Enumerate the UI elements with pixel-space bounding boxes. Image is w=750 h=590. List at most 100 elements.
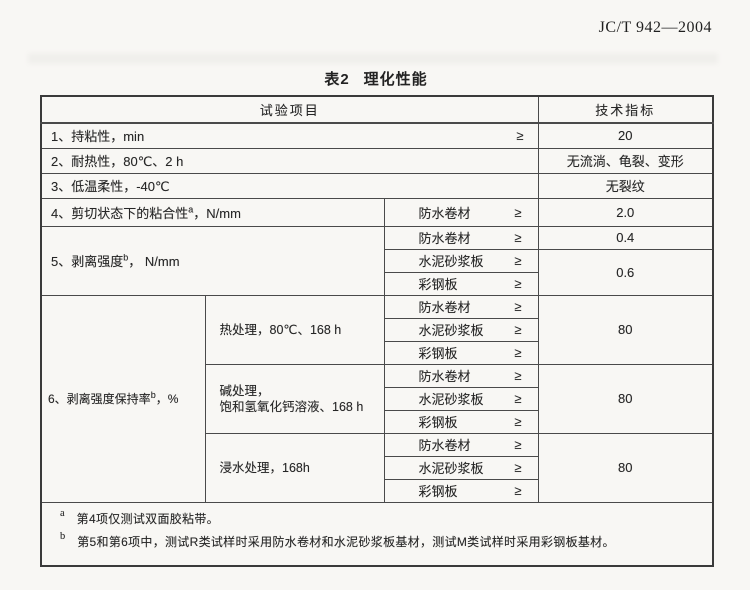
header-test-item-cell: 试验项目 [40,95,539,124]
substrate-cell: 水泥砂浆板 ≥ [383,248,539,273]
substrate-label: 水泥砂浆板 [418,323,484,338]
ge-symbol: ≥ [514,391,522,406]
item1-value-cell: 20 [537,122,714,149]
item4-label-post: ，N/mm [193,205,241,221]
table-row: 碱处理， 饱和氢氧化钙溶液、168 h 防水卷材 ≥ 80 [41,363,714,434]
footnote-ref-b: b [150,390,156,400]
condition-line: 碱处理， [219,383,270,398]
item1-label-cell: 1、持粘性，min ≥ [40,122,539,149]
item2-label-cell: 2、耐热性，80℃、2 h [40,147,539,174]
condition-line: 热处理，80℃、168 h [219,322,342,337]
item1-label: 1、持粘性，min [51,129,145,145]
ge-symbol: ≥ [514,299,522,314]
table-row: 6、剥离强度保持率b，% 热处理，80℃、168 h 防水卷材 ≥ 80 [40,294,714,503]
condition-cell-water: 浸水处理，168h [204,432,385,503]
table-title-prefix: 表2 [324,71,350,88]
footnote-ref-b: b [123,252,129,263]
footnote-a-mark: a [60,507,65,519]
footnote-b: b 第5和第6项中，测试R类试样时采用防水卷材和水泥砂浆板基材，测试M类试样时采… [60,530,702,550]
item5-value-cell: 0.4 [537,225,714,250]
item4-label-pre: 4、剪切状态下的粘合性 [51,205,189,221]
item5-label-post: ， N/mm [128,254,180,269]
item4-label-cell: 4、剪切状态下的粘合性a，N/mm [40,197,385,227]
ge-symbol: ≥ [514,253,522,268]
substrate-cell: 水泥砂浆板 ≥ [383,455,539,480]
table-row: 4、剪切状态下的粘合性a，N/mm 防水卷材 ≥ 2.0 [40,197,714,227]
table-row: 水泥砂浆板 ≥ [41,317,713,342]
substrate-label: 彩钢板 [418,277,458,292]
item5-value-cell: 0.6 [537,248,714,296]
item2-value-cell: 无流淌、龟裂、变形 [537,147,714,174]
ge-symbol: ≥ [514,345,522,360]
ge-symbol: ≥ [514,204,522,220]
substrate-cell: 水泥砂浆板 ≥ [383,317,539,342]
condition-line: 浸水处理，168h [219,460,310,475]
scan-artifact [28,53,718,64]
footnote-b-text: 第5和第6项中，测试R类试样时采用防水卷材和水泥砂浆板基材，测试M类试样时采用彩… [77,534,615,549]
item6-value-cell: 80 [537,363,714,434]
substrate-cell: 防水卷材 ≥ [383,363,539,388]
substrate-label: 水泥砂浆板 [418,254,484,269]
substrate-label: 防水卷材 [418,300,471,315]
ge-symbol: ≥ [514,414,522,429]
substrate-cell: 水泥砂浆板 ≥ [383,386,539,411]
table-title-text: 理化性能 [363,71,428,88]
table-row: 浸水处理，168h 防水卷材 ≥ 80 [41,432,714,503]
footnotes-cell: a 第4项仅测试双面胶粘带。 b 第5和第6项中，测试R类试样时采用防水卷材和水… [40,501,714,567]
substrate-cell: 防水卷材 ≥ [383,432,539,457]
ge-symbol: ≥ [514,483,522,498]
table-row: 1、持粘性，min ≥ 20 [40,122,714,149]
table-header-row: 试验项目 技术指标 [40,95,714,124]
substrate-label: 水泥砂浆板 [418,461,484,476]
substrate-label: 防水卷材 [418,205,471,221]
substrate-label: 防水卷材 [418,438,471,453]
table-title: 表2 理化性能 [40,68,712,89]
item4-value-cell: 2.0 [537,197,714,227]
item3-label-cell: 3、低温柔性，-40℃ [40,172,539,199]
item6-label-pre: 6、剥离强度保持率 [48,392,151,406]
footnote-a-text: 第4项仅测试双面胶粘带。 [76,511,219,526]
properties-table: 试验项目 技术指标 1、持粘性，min ≥ 20 2、耐热性，80℃、2 h 无… [40,95,715,567]
substrate-label: 水泥砂浆板 [418,392,484,407]
ge-symbol: ≥ [516,128,524,144]
substrate-cell: 防水卷材 ≥ [383,225,539,250]
item6-value-cell: 80 [537,294,714,365]
ge-symbol: ≥ [514,368,522,383]
ge-symbol: ≥ [514,437,522,452]
table-row: 水泥砂浆板 ≥ 0.6 [41,248,714,296]
condition-line: 饱和氢氧化钙溶液、168 h [219,399,364,414]
substrate-cell: 彩钢板 ≥ [383,409,539,434]
ge-symbol: ≥ [514,230,522,245]
table-row: 彩钢板 ≥ [41,340,713,365]
substrate-cell: 彩钢板 ≥ [383,271,539,296]
standard-number: JC/T 942—2004 [598,19,712,36]
ge-symbol: ≥ [514,460,522,475]
substrate-cell: 防水卷材 ≥ [383,294,539,319]
substrate-label: 彩钢板 [418,346,458,361]
item5-label-pre: 5、剥离强度 [51,254,124,269]
condition-cell-alkali: 碱处理， 饱和氢氧化钙溶液、168 h [204,363,385,434]
footnotes-row: a 第4项仅测试双面胶粘带。 b 第5和第6项中，测试R类试样时采用防水卷材和水… [40,501,714,567]
footnote-b-mark: b [60,530,66,542]
substrate-label: 彩钢板 [418,415,458,430]
table-row: 水泥砂浆板 ≥ [41,386,713,411]
item3-value-cell: 无裂纹 [537,172,714,199]
item6-value-cell: 80 [537,432,714,503]
header-tech-index-cell: 技术指标 [537,95,714,124]
footnote-ref-a: a [188,204,194,215]
substrate-label: 防水卷材 [418,369,471,384]
substrate-cell: 防水卷材 ≥ [383,197,539,227]
ge-symbol: ≥ [514,322,522,337]
substrate-cell: 彩钢板 ≥ [383,478,539,503]
item6-label-cell: 6、剥离强度保持率b，% [40,294,206,503]
table-row: 5、剥离强度b， N/mm 防水卷材 ≥ 0.4 [40,225,714,296]
substrate-cell: 彩钢板 ≥ [383,340,539,365]
substrate-label: 彩钢板 [418,484,458,499]
footnote-a: a 第4项仅测试双面胶粘带。 [60,507,702,527]
substrate-label: 防水卷材 [418,231,471,246]
item5-label-cell: 5、剥离强度b， N/mm [40,225,385,296]
ge-symbol: ≥ [514,276,522,291]
condition-cell-heat: 热处理，80℃、168 h [204,294,385,365]
table-row: 2、耐热性，80℃、2 h 无流淌、龟裂、变形 [40,147,714,174]
